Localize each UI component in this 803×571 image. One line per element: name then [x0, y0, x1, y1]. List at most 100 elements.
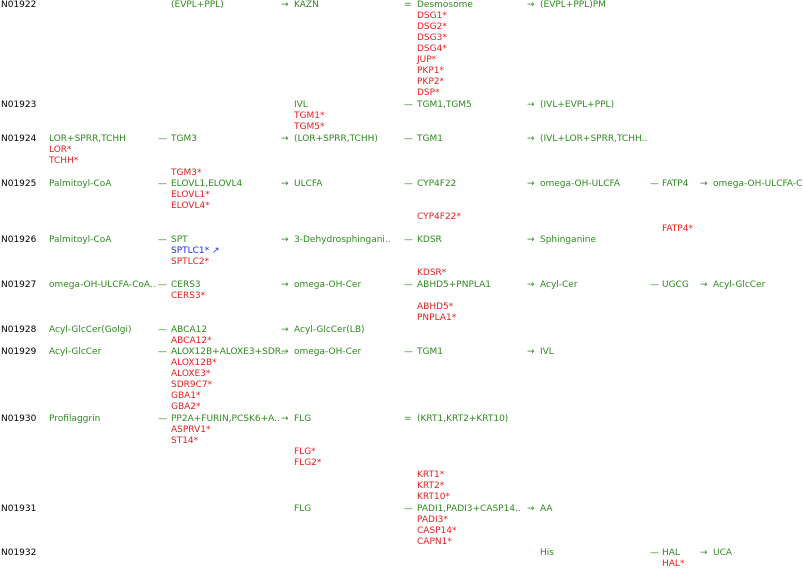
node-label: (EVPL+PPL)PM — [540, 0, 606, 10]
gene-variant-label: TCHH* — [49, 156, 79, 166]
relation-symbol: = — [404, 0, 412, 10]
node-label: TGM1,TGM5 — [417, 100, 472, 110]
gene-variant-label: ALOX12B* — [171, 358, 217, 368]
relation-symbol: — — [158, 179, 167, 189]
node-label: TGM1 — [417, 347, 443, 357]
row-id: N01930 — [1, 414, 37, 424]
relation-symbol: → — [527, 235, 535, 245]
gene-variant-label: PKP2* — [417, 77, 444, 87]
node-label: (KRT1,KRT2+KRT10) — [417, 414, 509, 424]
relation-symbol: — — [404, 235, 413, 245]
gene-variant-label: JUP* — [417, 55, 437, 65]
relation-symbol: — — [158, 414, 167, 424]
node-label: omega-OH-ULCFA — [540, 179, 621, 189]
relation-symbol: → — [281, 280, 289, 290]
node-label: Acyl-GlcCer(Golgi) — [49, 325, 132, 335]
node-label: ELOVL1,ELOVL4 — [171, 179, 243, 189]
node-label: Acyl-Cer — [540, 280, 578, 290]
node-label: SPT — [171, 235, 188, 245]
relation-symbol: → — [281, 235, 289, 245]
relation-symbol: → — [281, 325, 289, 335]
node-label: omega-OH-Cer — [294, 280, 362, 290]
row-id: N01925 — [1, 179, 37, 189]
node-label: PP2A+FURIN,PCSK6+A.. — [171, 414, 280, 424]
node-label: Acyl-GlcCer(LB) — [294, 325, 365, 335]
gene-variant-label: ABHD5* — [417, 302, 454, 312]
gene-variant-label: SDR9C7* — [171, 380, 213, 390]
node-label: Sphinganine — [540, 235, 597, 245]
node-label: KDSR — [417, 235, 442, 245]
gene-variant-label: GBA1* — [171, 391, 201, 401]
row-id: N01929 — [1, 347, 37, 357]
row-id: N01927 — [1, 280, 37, 290]
gene-variant-label: PKP1* — [417, 66, 444, 76]
relation-symbol: → — [700, 548, 708, 558]
gene-variant-label: TGM1* — [294, 111, 325, 121]
relation-symbol: — — [650, 548, 659, 558]
gene-variant-label: FLG2* — [294, 458, 322, 468]
relation-symbol: — — [650, 280, 659, 290]
node-label: (IVL+LOR+SPRR,TCHH.. — [540, 134, 648, 144]
node-label: CERS3 — [171, 280, 201, 290]
relation-symbol: → — [527, 504, 535, 514]
gene-variant-label: HAL* — [662, 559, 685, 569]
node-label: (LOR+SPRR,TCHH) — [294, 134, 378, 144]
relation-symbol: — — [158, 347, 167, 357]
gene-variant-label: CAPN1* — [417, 537, 452, 547]
node-label: ALOX12B+ALOXE3+SDR.. — [171, 347, 287, 357]
node-label: AA — [540, 504, 553, 514]
relation-symbol: = — [404, 414, 412, 424]
node-label: omega-OH-Cer — [294, 347, 362, 357]
relation-symbol: → — [281, 134, 289, 144]
relation-symbol: — — [404, 179, 413, 189]
node-label: PADI1,PADI3+CASP14.. — [417, 504, 521, 514]
gene-variant-label: TGM5* — [294, 122, 325, 132]
relation-symbol: — — [404, 134, 413, 144]
relation-symbol: → — [281, 347, 289, 357]
relation-symbol: → — [281, 0, 289, 10]
gene-variant-label: DSG3* — [417, 33, 447, 43]
node-label: UGCG — [662, 280, 689, 290]
node-label: FATP4 — [662, 179, 689, 189]
gene-variant-label: ASPRV1* — [171, 425, 211, 435]
relation-symbol: → — [281, 179, 289, 189]
node-label: Palmitoyl-CoA — [49, 235, 112, 245]
node-label: (IVL+EVPL+PPL) — [540, 100, 615, 110]
gene-variant-label: DSG1* — [417, 11, 447, 21]
gene-variant-label: CYP4F22* — [417, 212, 461, 222]
node-label: ULCFA — [294, 179, 323, 189]
row-id: N01931 — [1, 504, 37, 514]
node-label: Desmosome — [417, 0, 473, 10]
node-label: His — [540, 548, 554, 558]
node-label: HAL — [662, 548, 680, 558]
row-id: N01926 — [1, 235, 37, 245]
relation-symbol: → — [700, 280, 708, 290]
gene-variant-label: ELOVL1* — [171, 190, 210, 200]
node-label: KAZN — [294, 0, 319, 10]
gene-variant-label: PADI3* — [417, 515, 448, 525]
relation-symbol: — — [404, 280, 413, 290]
row-id: N01922 — [1, 0, 37, 10]
gene-variant-label: ALOXE3* — [171, 369, 211, 379]
gene-variant-label: GBA2* — [171, 402, 201, 412]
gene-variant-label: SPTLC2* — [171, 257, 210, 267]
relation-symbol: — — [650, 179, 659, 189]
relation-symbol: → — [527, 134, 535, 144]
row-id: N01923 — [1, 100, 37, 110]
node-label: Acyl-GlcCer — [49, 347, 102, 357]
node-label: IVL — [540, 347, 554, 357]
gene-variant-label: DSG4* — [417, 44, 447, 54]
node-label: omega-OH-ULCFA-CoA.. — [49, 280, 156, 290]
gene-variant-label: LOR* — [49, 145, 72, 155]
gene-variant-label: FATP4* — [662, 224, 693, 234]
gene-variant-label: KDSR* — [417, 268, 447, 278]
node-label: CYP4F22 — [417, 179, 457, 189]
relation-symbol: — — [158, 235, 167, 245]
node-label: Acyl-GlcCer — [713, 280, 766, 290]
relation-symbol: — — [404, 504, 413, 514]
node-label: ABCA12 — [171, 325, 208, 335]
node-label: ABHD5+PNPLA1 — [417, 280, 491, 290]
node-label[interactable]: SPTLC1* ↗ — [171, 246, 220, 256]
relation-symbol: → — [527, 347, 535, 357]
node-label: (EVPL+PPL) — [171, 0, 224, 10]
